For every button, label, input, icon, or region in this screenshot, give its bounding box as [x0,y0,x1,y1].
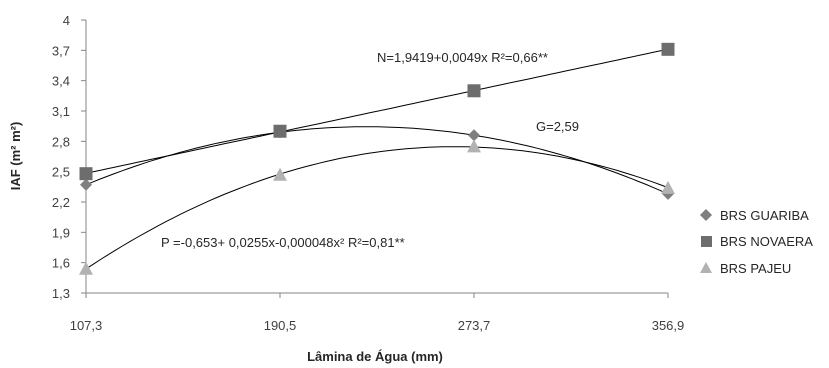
x-tick-label: 190,5 [264,318,297,333]
y-tick-label: 4 [63,13,70,28]
legend-label-novaera: BRS NOVAERA [720,234,813,249]
y-tick-label: 3,1 [52,104,70,119]
x-tick-label: 107,3 [70,318,103,333]
point-guariba [80,178,92,191]
annotation-guariba-mean: G=2,59 [536,119,579,134]
trendline-pajeu [85,146,669,270]
x-axis-title: Lâmina de Água (mm) [307,349,443,364]
axes [85,20,668,294]
y-tick-label: 2,8 [52,134,70,149]
point-guariba [468,129,480,142]
point-novaera [661,42,675,56]
legend-marker-triangle [700,262,712,273]
point-pajeu [661,180,675,194]
annotation-pajeu-equation: P =-0,653+ 0,0255x-0,000048x² R²=0,81** [161,235,405,250]
point-pajeu [467,139,481,153]
x-axis-ticks: 107,3 190,5 273,7 356,9 [70,293,685,333]
x-tick-label: 356,9 [652,318,685,333]
trendlines [85,48,669,270]
y-tick-label: 1,6 [52,256,70,271]
y-tick-label: 2,2 [52,195,70,210]
legend: BRS GUARIBA BRS NOVAERA BRS PAJEU [700,208,813,276]
y-axis-ticks: 1,3 1,6 1,9 2,2 2,5 2,8 3,1 3,4 3,7 4 [52,13,86,301]
point-novaera [467,84,481,98]
point-pajeu [273,167,287,181]
x-tick-label: 273,7 [458,318,491,333]
legend-label-guariba: BRS GUARIBA [720,208,809,223]
y-tick-label: 1,9 [52,225,70,240]
y-tick-label: 2,5 [52,165,70,180]
y-tick-label: 1,3 [52,286,70,301]
trendline-novaera [85,48,669,174]
legend-marker-square [701,236,712,247]
point-pajeu [79,261,93,275]
legend-label-pajeu: BRS PAJEU [720,261,791,276]
legend-marker-diamond [700,209,712,221]
y-axis-title: IAF (m² m²) [8,122,23,191]
point-novaera [79,167,93,181]
legend-item-novaera: BRS NOVAERA [701,234,813,249]
legend-item-pajeu: BRS PAJEU [700,261,791,276]
y-tick-label: 3,7 [52,43,70,58]
data-points [79,42,675,275]
point-novaera [273,124,287,138]
y-tick-label: 3,4 [52,74,70,89]
annotation-novaera-equation: N=1,9419+0,0049x R²=0,66** [377,50,548,65]
legend-item-guariba: BRS GUARIBA [700,208,809,223]
trendline-guariba [85,126,669,195]
